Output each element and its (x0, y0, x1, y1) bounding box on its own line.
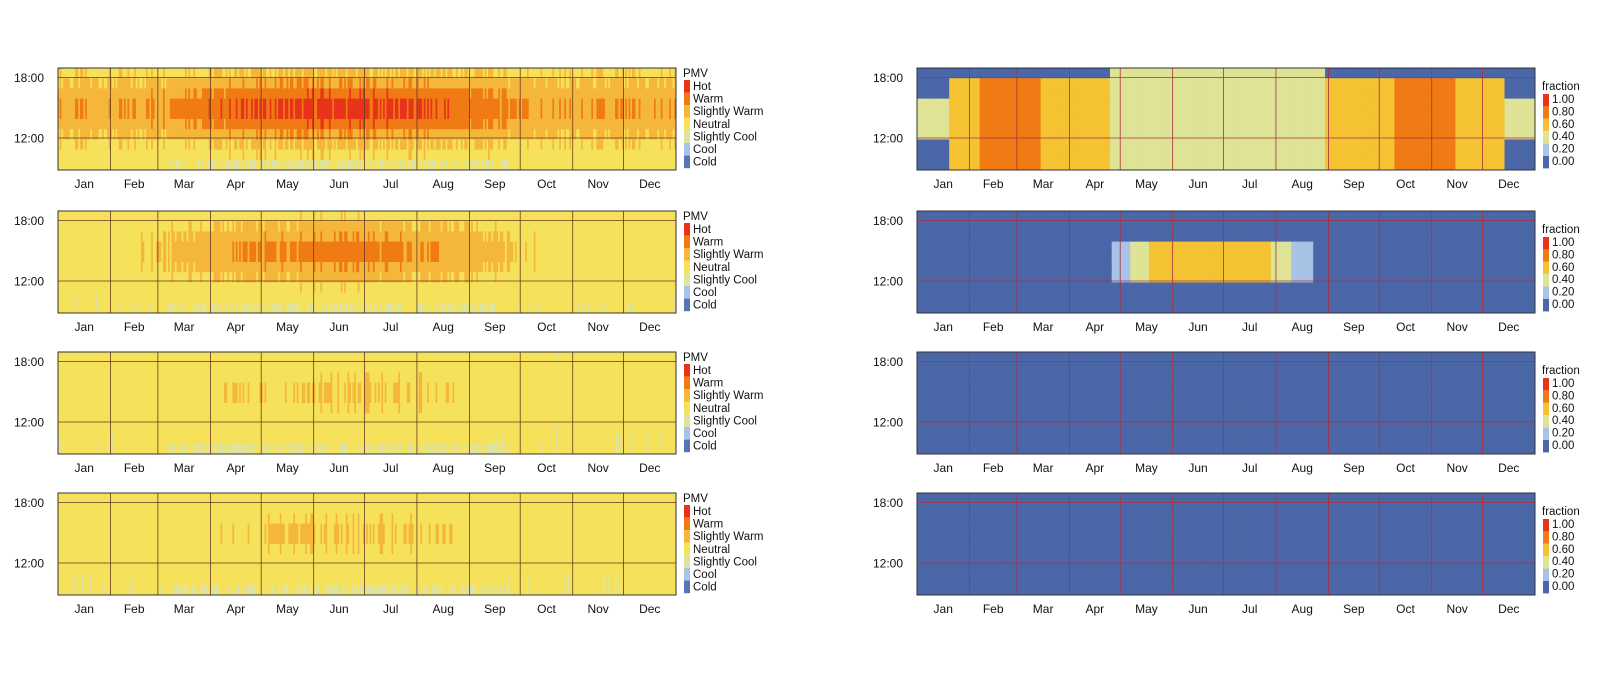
heatmap-figure: 18:0012:00Jan Feb Mar Apr May Jun Jul Aug Sep Oct… (0, 0, 1600, 678)
heatmap-cells (58, 68, 676, 170)
